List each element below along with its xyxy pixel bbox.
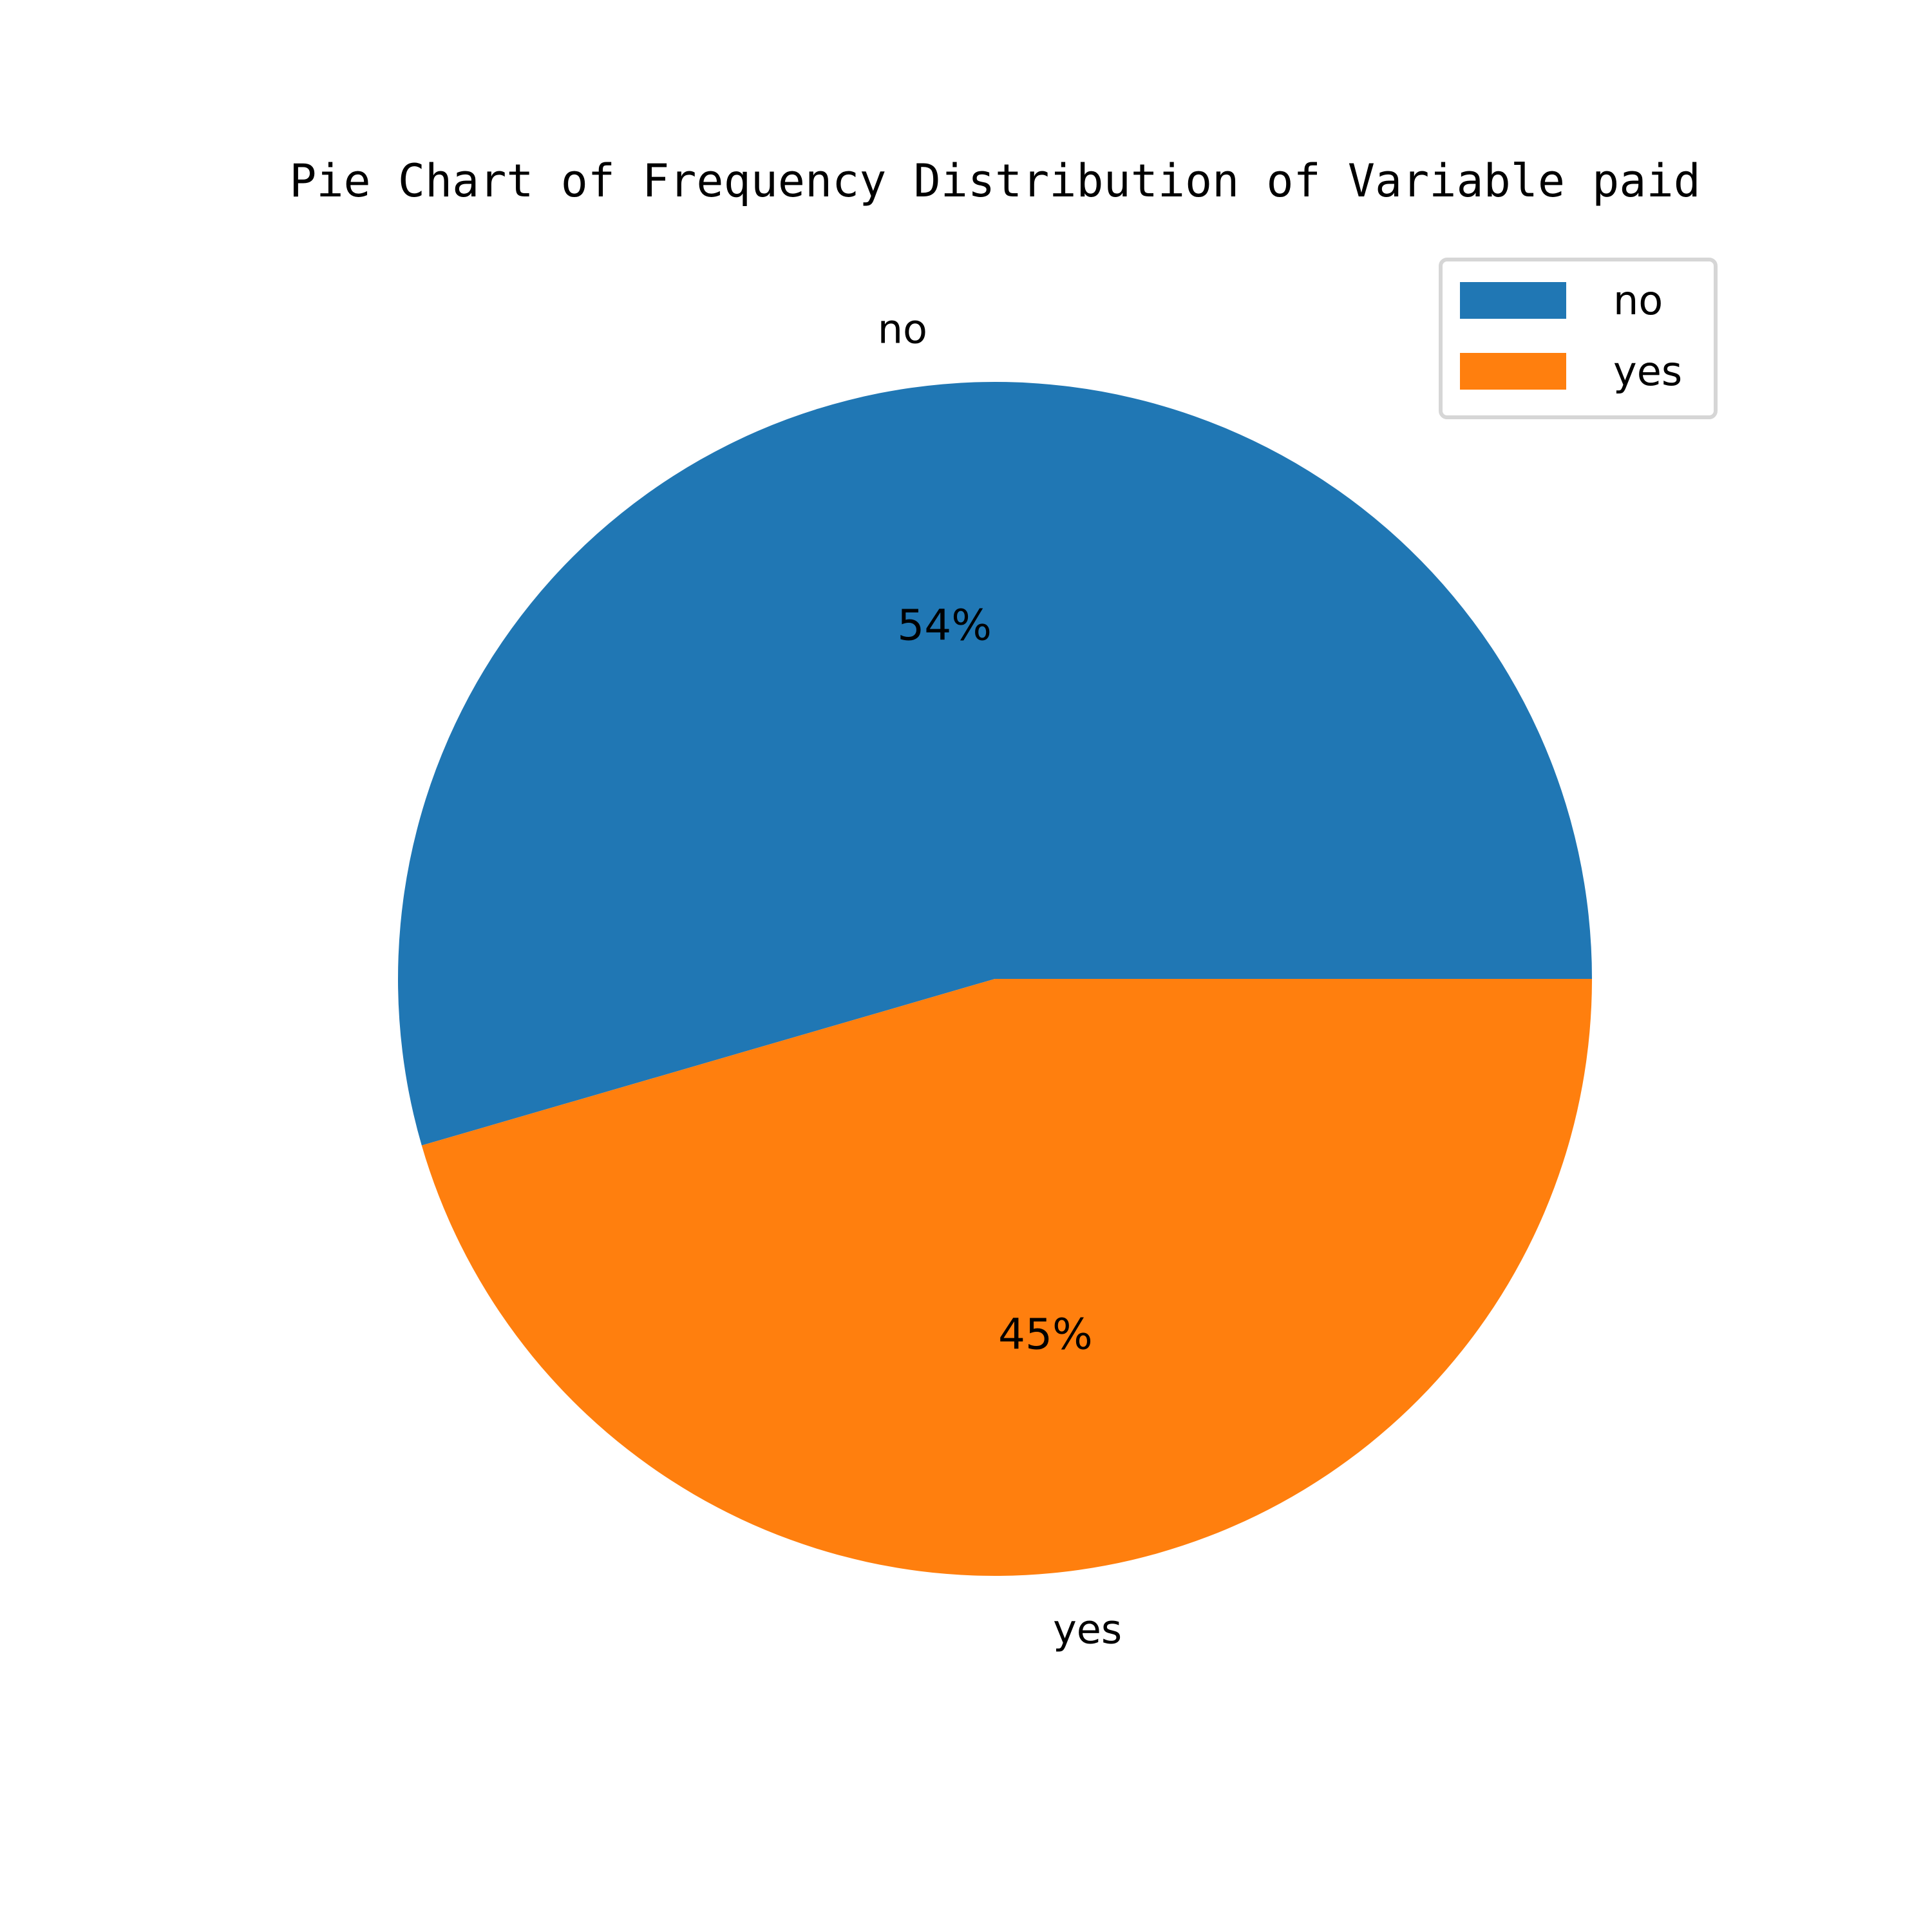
slice-label-no: no <box>878 305 927 352</box>
legend-swatch-yes <box>1460 353 1566 390</box>
legend-label-no: no <box>1613 277 1663 324</box>
legend-label-yes: yes <box>1613 348 1682 395</box>
slice-label-yes: yes <box>1053 1606 1122 1653</box>
chart-title: Pie Chart of Frequency Distribution of V… <box>289 155 1700 207</box>
pie-slice-yes <box>421 979 1592 1576</box>
slices-layer <box>397 381 1592 1576</box>
legend: no yes <box>1439 258 1718 419</box>
slice-percent-yes: 45% <box>998 1310 1093 1359</box>
pie-slice-no <box>397 381 1592 1146</box>
legend-swatch-no <box>1460 282 1566 319</box>
slice-percent-no: 54% <box>897 600 992 650</box>
labels-layer: no 54% yes 45% <box>878 305 1122 1653</box>
